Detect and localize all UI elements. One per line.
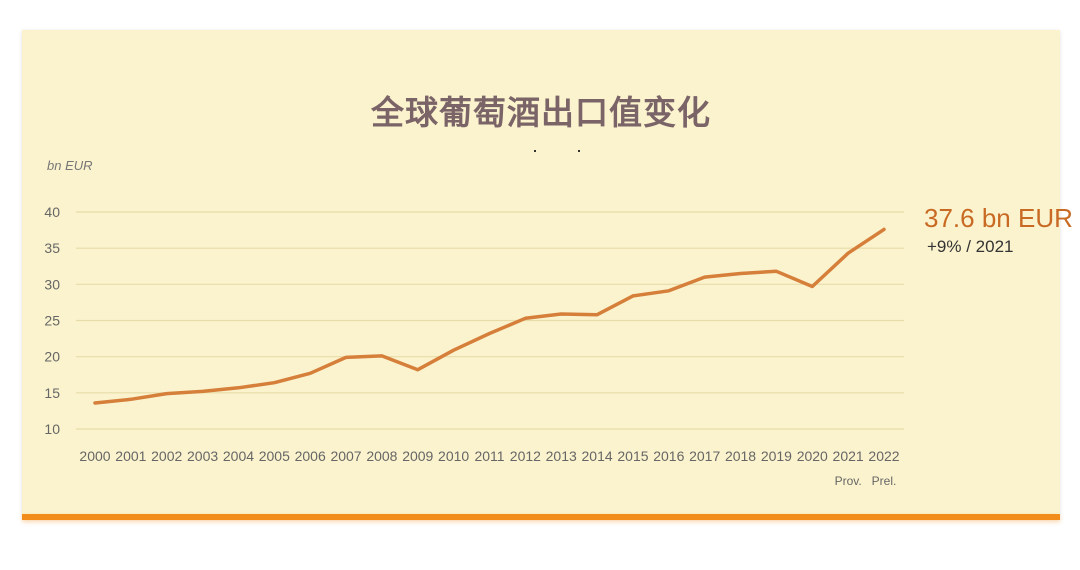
x-tick-2021: 2021 — [833, 448, 864, 464]
x-tick-2022: 2022 — [868, 448, 899, 464]
x-sub-labels: Prov. Prel. — [835, 474, 897, 488]
x-tick-2015: 2015 — [617, 448, 648, 464]
y-tick-35: 35 — [44, 240, 60, 256]
x-tick-2008: 2008 — [366, 448, 397, 464]
card-accent-bar — [22, 514, 1060, 520]
x-tick-2012: 2012 — [510, 448, 541, 464]
series-line — [93, 227, 886, 405]
x-tick-2006: 2006 — [295, 448, 326, 464]
gridlines — [76, 211, 904, 430]
y-tick-15: 15 — [44, 385, 60, 401]
y-axis-label: bn EUR — [47, 158, 93, 173]
y-tick-10: 10 — [44, 421, 60, 437]
x-tick-2010: 2010 — [438, 448, 469, 464]
x-tick-2014: 2014 — [582, 448, 613, 464]
y-tick-25: 25 — [44, 313, 60, 329]
x-tick-2017: 2017 — [689, 448, 720, 464]
x-tick-2001: 2001 — [115, 448, 146, 464]
x-tick-2000: 2000 — [79, 448, 110, 464]
x-tick-2007: 2007 — [330, 448, 361, 464]
x-tick-2018: 2018 — [725, 448, 756, 464]
chart-title: 全球葡萄酒出口值变化 — [371, 93, 711, 132]
y-tick-40: 40 — [44, 204, 60, 220]
chart-card — [22, 30, 1060, 516]
y-tick-20: 20 — [44, 349, 60, 365]
x-sublabel-2021: Prov. — [835, 474, 862, 488]
growth-annotation: +9% / 2021 — [927, 237, 1014, 256]
x-tick-labels: 2000 2001 2002 2003 2004 2005 2006 2007 2008 2009… — [79, 448, 899, 464]
title-underline-dots — [528, 150, 588, 160]
x-tick-2019: 2019 — [761, 448, 792, 464]
y-tick-labels: 10 15 20 25 30 35 40 — [44, 204, 60, 437]
x-tick-2013: 2013 — [546, 448, 577, 464]
x-tick-2016: 2016 — [653, 448, 684, 464]
y-tick-30: 30 — [44, 276, 60, 292]
x-tick-2004: 2004 — [223, 448, 254, 464]
x-tick-2003: 2003 — [187, 448, 218, 464]
x-tick-2020: 2020 — [797, 448, 828, 464]
x-tick-2011: 2011 — [474, 448, 504, 464]
x-sublabel-2022: Prel. — [872, 474, 897, 488]
latest-value-annotation: 37.6 bn EUR — [924, 203, 1073, 233]
x-tick-2005: 2005 — [259, 448, 290, 464]
x-tick-2002: 2002 — [151, 448, 182, 464]
x-tick-2009: 2009 — [402, 448, 433, 464]
